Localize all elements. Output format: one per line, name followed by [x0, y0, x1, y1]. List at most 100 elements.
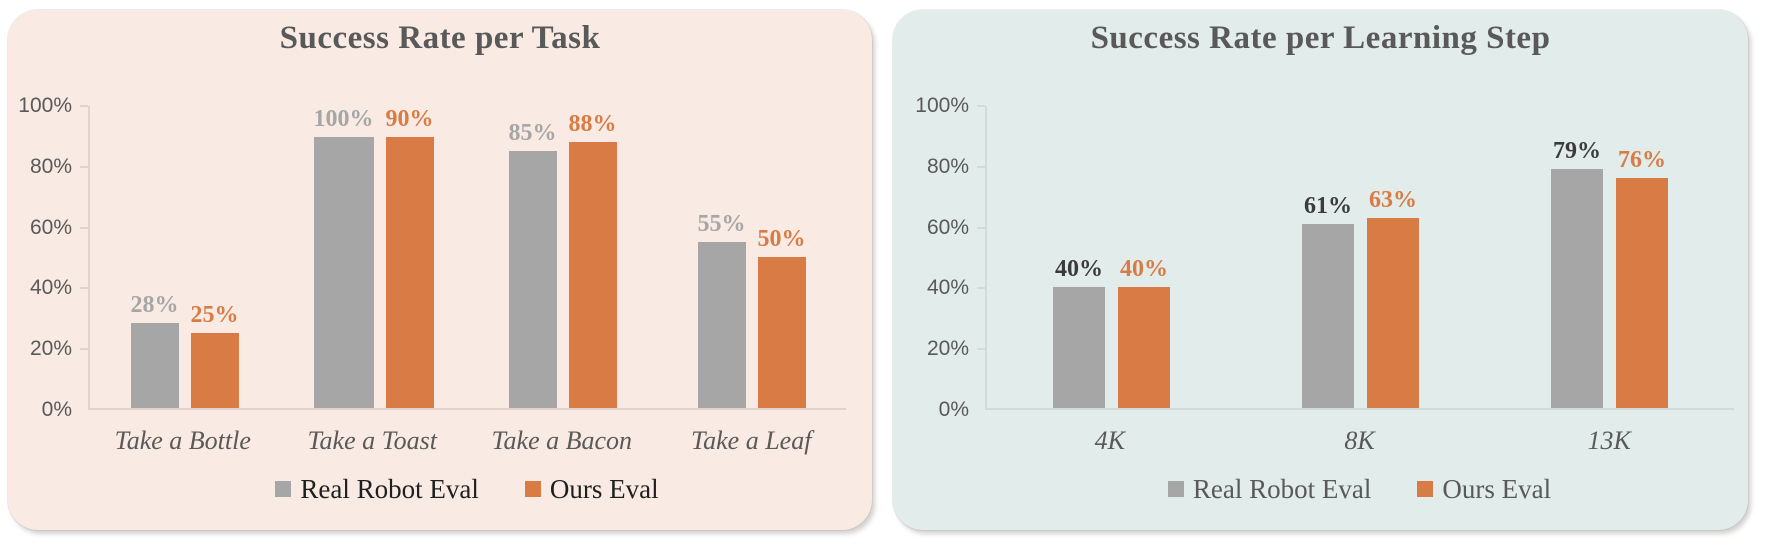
bar-real-robot-eval: [130, 323, 179, 408]
plot-area: 28% 25% 100% 90% 85% 88% 55% 50%: [88, 106, 846, 410]
y-axis-tick-label: 100%: [915, 94, 969, 117]
chart-title: Success Rate per Task: [279, 20, 601, 56]
y-axis-tick-label: 20%: [29, 337, 72, 361]
bars-row: 40% 40% 61% 63% 79% 76%: [987, 106, 1734, 408]
y-axis-tick-mark: [977, 105, 985, 107]
legend-swatch: [524, 481, 541, 497]
y-axis-tick-mark: [977, 226, 985, 229]
y-axis-tick-mark: [977, 165, 985, 168]
bar-real-robot-eval: [1302, 223, 1354, 408]
bar-value-label: 79%: [1553, 138, 1601, 165]
legend-swatch: [1167, 481, 1184, 497]
legend-swatch: [275, 481, 292, 497]
bar-column: 63%: [1367, 106, 1419, 408]
plot-area: 40% 40% 61% 63% 79% 76%: [985, 106, 1734, 410]
bar-real-robot-eval: [313, 137, 374, 408]
y-axis-tick-label: 0%: [41, 398, 72, 421]
bar-column: 50%: [757, 106, 806, 408]
bar-column: 100%: [313, 106, 374, 408]
x-axis-category-label: Take a Bacon: [491, 426, 633, 455]
bar-column: 40%: [1118, 106, 1170, 408]
bar-value-label: 55%: [697, 210, 746, 237]
bar-ours-eval: [385, 137, 434, 408]
bar-value-label: 85%: [508, 120, 557, 147]
plot-row: 0% 20% 40% 60% 80% 100% 40% 40% 61% 63% 79% 76%: [893, 95, 1748, 421]
x-axis-category-label: 4K: [1094, 426, 1125, 455]
bar-value-label: 100%: [313, 106, 374, 132]
x-axis-category-label: Take a Toast: [307, 426, 438, 455]
bar-column: 85%: [508, 106, 557, 408]
y-axis-tick-mark: [80, 226, 88, 229]
bar-ours-eval: [190, 332, 239, 408]
bar-value-label: 28%: [130, 292, 179, 319]
bar-value-label: 40%: [1120, 256, 1168, 283]
legend-label: Ours Eval: [549, 474, 659, 504]
chart-title: Success Rate per Learning Step: [1090, 20, 1551, 56]
y-axis-tick-label: 80%: [29, 154, 72, 178]
legend-item-ours-eval: Ours Eval: [524, 474, 659, 504]
legend-item-real-robot-eval: Real Robot Eval: [1167, 474, 1372, 504]
bar-group-take-a-bottle: 28% 25%: [90, 106, 279, 408]
bar-ours-eval: [1118, 287, 1170, 408]
y-axis-tick-label: 40%: [29, 276, 72, 300]
bar-real-robot-eval: [508, 151, 557, 408]
bar-value-label: 63%: [1369, 186, 1417, 213]
bar-real-robot-eval: [1551, 169, 1603, 408]
legend-item-ours-eval: Ours Eval: [1417, 474, 1551, 504]
bar-value-label: 90%: [385, 106, 434, 132]
y-axis-tick-mark: [80, 105, 88, 107]
x-axis-category-labels: 4K 8K 13K: [985, 426, 1734, 456]
bar-column: 61%: [1302, 106, 1354, 408]
bar-ours-eval: [757, 257, 806, 408]
task-chart-panel: Success Rate per Task 0% 20% 40% 60% 80% 100%…: [8, 10, 872, 530]
bar-value-label: 50%: [757, 226, 806, 252]
legend-label: Real Robot Eval: [300, 474, 479, 504]
bar-group-4k: 40% 40%: [987, 106, 1236, 408]
y-axis-tick-mark: [977, 348, 985, 351]
y-axis-tick-label: 80%: [926, 154, 969, 178]
bar-ours-eval: [1616, 178, 1668, 408]
legend-label: Real Robot Eval: [1192, 474, 1372, 504]
bar-column: 40%: [1053, 106, 1105, 408]
bar-column: 79%: [1551, 106, 1603, 408]
bar-value-label: 25%: [190, 301, 239, 328]
bar-group-8k: 61% 63%: [1236, 106, 1485, 408]
bar-ours-eval: [568, 142, 617, 408]
x-axis-category-label: Take a Leaf: [691, 426, 812, 455]
bar-column: 55%: [697, 106, 746, 408]
y-axis-tick-mark: [977, 287, 985, 290]
bar-column: 28%: [130, 106, 179, 408]
x-axis-category-label: Take a Bottle: [114, 426, 251, 455]
y-axis: 0% 20% 40% 60% 80% 100%: [893, 95, 985, 421]
legend: Real Robot Eval Ours Eval: [88, 474, 846, 504]
plot-row: 0% 20% 40% 60% 80% 100% 28% 25% 100% 90% 85% 88% 55…: [8, 95, 872, 421]
bar-column: 88%: [568, 106, 617, 408]
bar-real-robot-eval: [697, 241, 746, 408]
x-axis-category-labels: Take a Bottle Take a Toast Take a Bacon Tak…: [88, 426, 846, 456]
bar-column: 25%: [190, 106, 239, 408]
bar-ours-eval: [1367, 217, 1419, 408]
legend: Real Robot Eval Ours Eval: [985, 474, 1734, 504]
bar-value-label: 40%: [1055, 256, 1103, 283]
y-axis: 0% 20% 40% 60% 80% 100%: [8, 95, 88, 421]
y-axis-tick-mark: [80, 287, 88, 290]
y-axis-tick-label: 100%: [18, 94, 72, 117]
y-axis-tick-label: 40%: [926, 276, 969, 300]
bar-group-13k: 79% 76%: [1485, 106, 1734, 408]
learning-step-chart-panel: Success Rate per Learning Step 0% 20% 40% 6…: [893, 10, 1748, 530]
bars-row: 28% 25% 100% 90% 85% 88% 55% 50%: [90, 106, 846, 408]
y-axis-tick-mark: [80, 348, 88, 351]
y-axis-tick-label: 60%: [29, 215, 72, 239]
bar-group-take-a-leaf: 55% 50%: [657, 106, 846, 408]
bar-value-label: 88%: [568, 111, 617, 138]
legend-label: Ours Eval: [1442, 474, 1552, 504]
bar-column: 90%: [385, 106, 434, 408]
bar-group-take-a-toast: 100% 90%: [279, 106, 468, 408]
x-axis-category-label: 13K: [1587, 426, 1631, 455]
x-axis-category-label: 8K: [1344, 426, 1375, 455]
bar-value-label: 76%: [1618, 147, 1666, 174]
y-axis-tick-mark: [80, 165, 88, 168]
bar-value-label: 61%: [1304, 192, 1352, 219]
legend-swatch: [1417, 481, 1434, 497]
